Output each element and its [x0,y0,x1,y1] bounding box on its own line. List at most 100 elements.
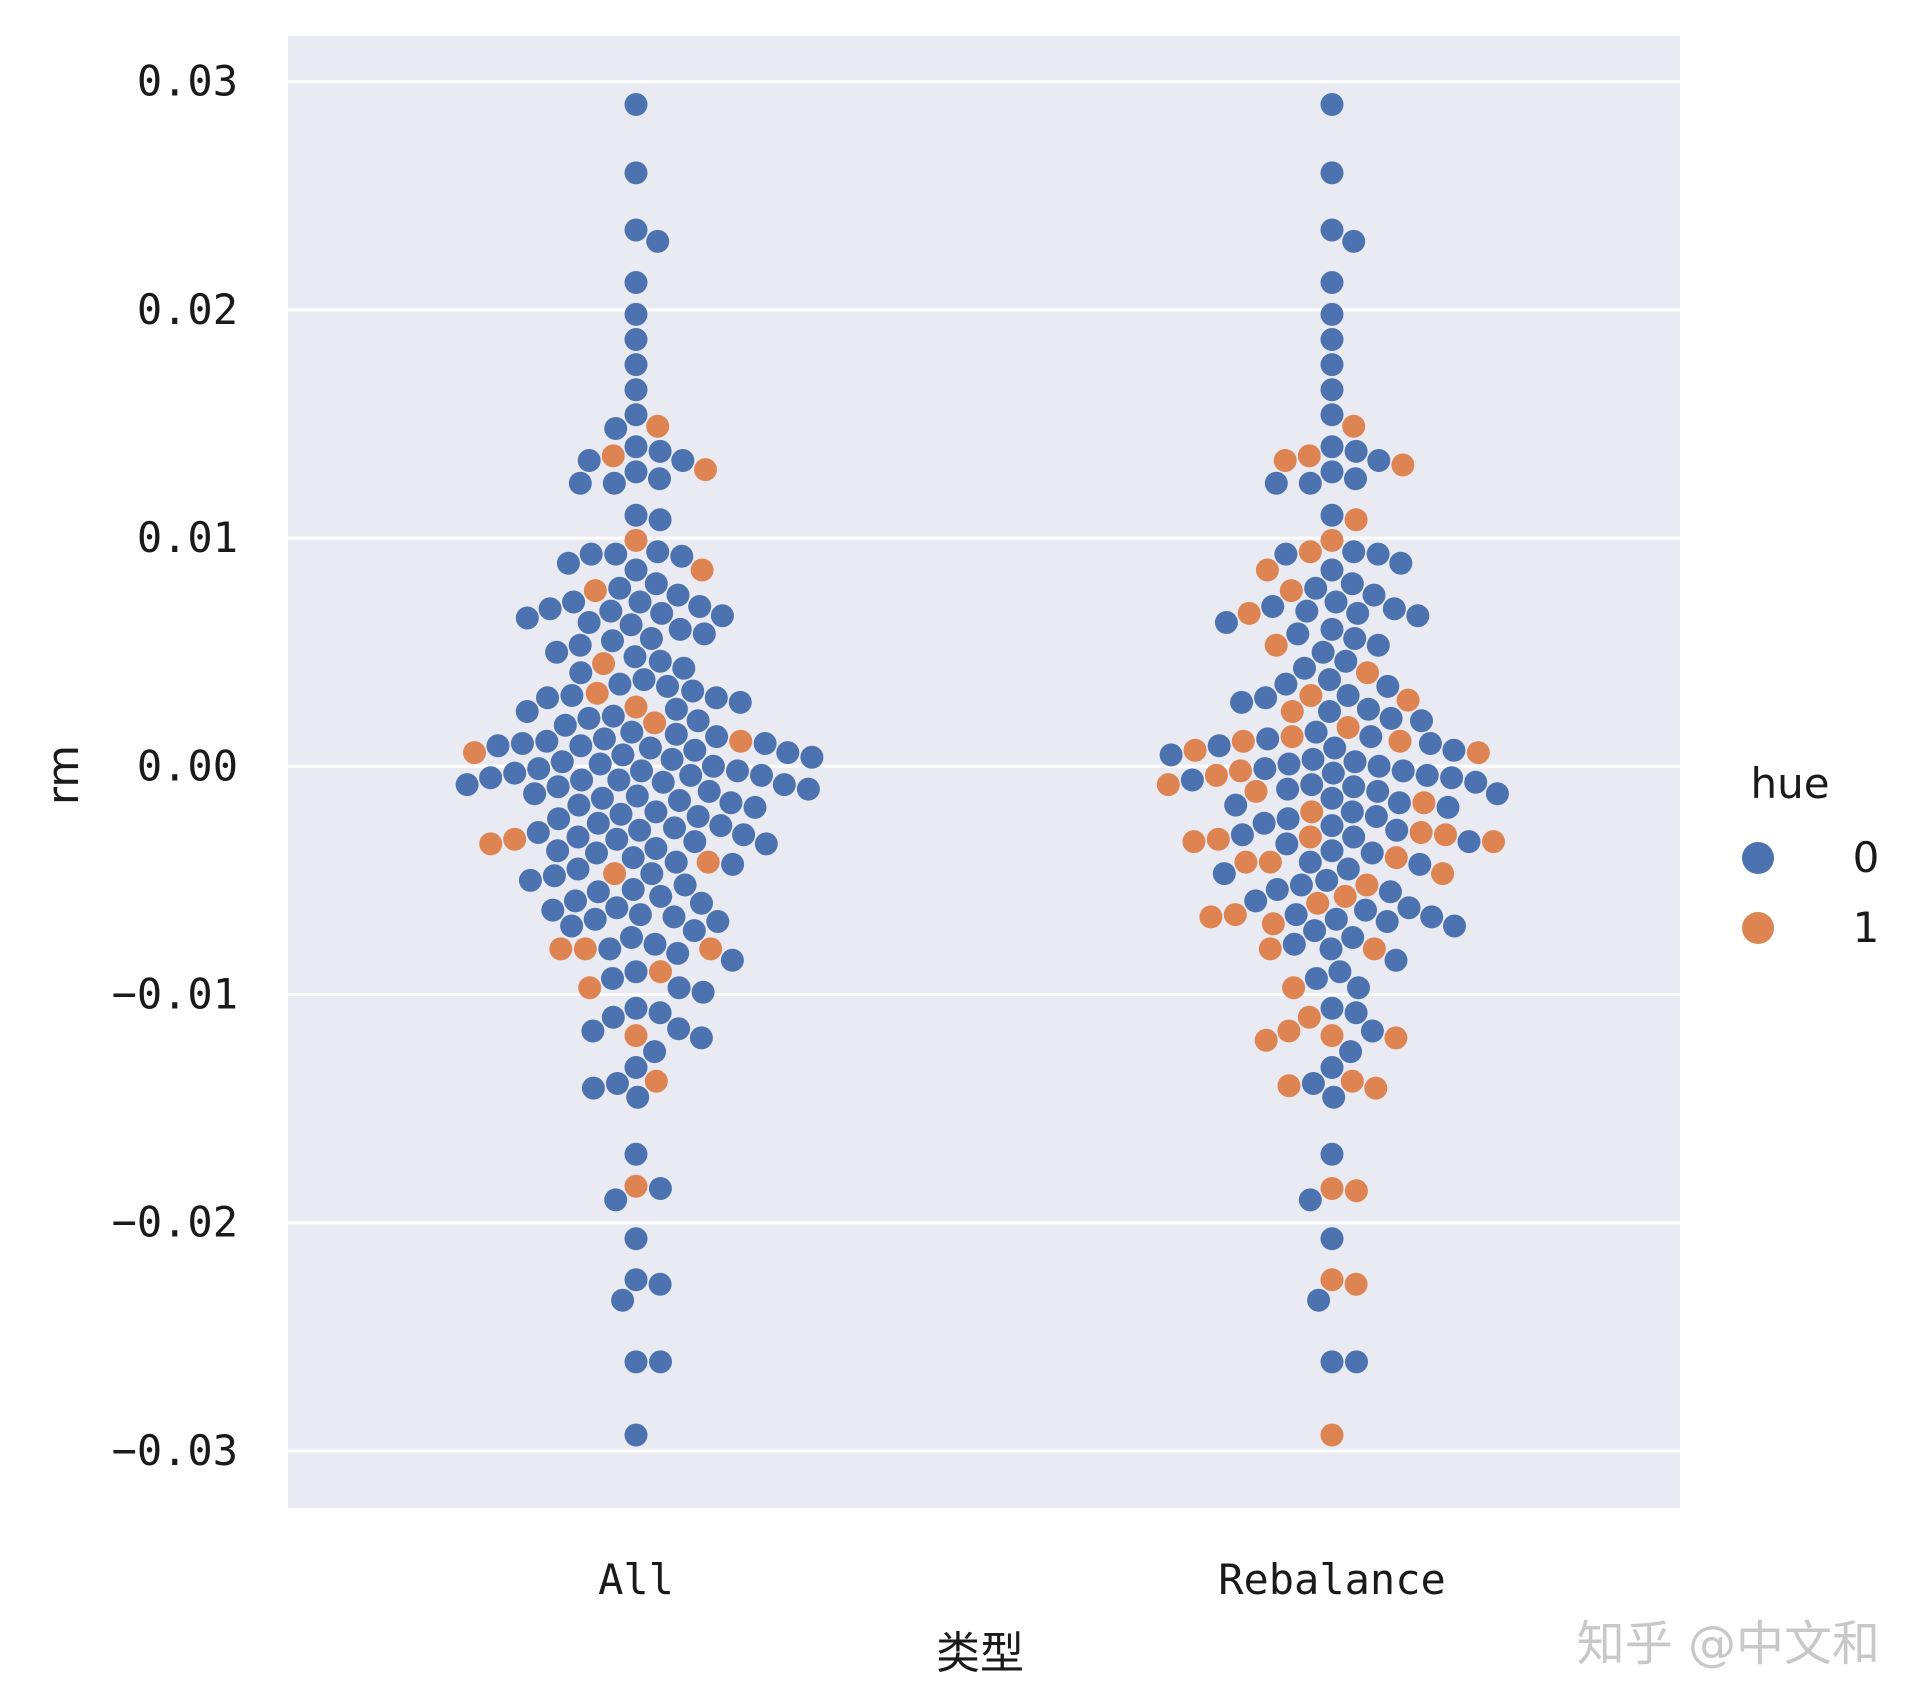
y-tick-label: −0.02 [112,1198,238,1247]
point-hue-0 [1397,896,1421,920]
point-hue-1 [1300,800,1324,824]
point-hue-1 [1244,779,1268,803]
point-hue-0 [624,353,648,377]
point-hue-1 [1280,725,1304,749]
point-hue-1 [1384,846,1408,870]
point-hue-0 [1408,852,1432,876]
point-hue-0 [588,752,612,776]
point-hue-0 [1356,697,1380,721]
point-hue-0 [553,713,577,737]
point-hue-0 [1230,690,1254,714]
point-hue-0 [1346,601,1370,625]
point-hue-0 [1304,967,1328,990]
point-hue-1 [1258,937,1282,961]
point-hue-0 [1457,830,1481,854]
point-hue-0 [624,558,648,582]
point-hue-0 [1214,611,1238,634]
point-hue-0 [649,1350,672,1374]
point-hue-0 [620,926,643,949]
point-hue-0 [515,700,539,723]
point-hue-1 [1388,729,1412,753]
point-hue-0 [686,709,710,733]
point-hue-0 [624,503,648,527]
point-hue-0 [1342,825,1366,849]
point-hue-0 [518,868,542,892]
point-hue-0 [535,729,559,753]
point-hue-0 [538,597,562,621]
point-hue-1 [1273,449,1297,472]
point-hue-0 [585,841,608,865]
point-hue-0 [602,471,626,495]
point-hue-0 [1320,460,1344,484]
point-hue-1 [1277,1074,1301,1098]
point-hue-1 [624,528,648,552]
point-hue-1 [643,711,667,735]
point-hue-0 [526,821,550,844]
point-hue-0 [624,271,648,294]
point-hue-0 [605,827,629,851]
point-hue-0 [1340,800,1364,824]
legend: hue 0 1 [1742,759,1879,952]
x-tick-label: Rebalance [1218,1555,1446,1604]
point-hue-1 [1277,1019,1301,1043]
point-hue-0 [1253,757,1277,781]
point-hue-1 [585,681,609,705]
point-hue-0 [721,852,745,876]
point-hue-0 [1485,782,1509,806]
point-hue-0 [523,782,547,806]
point-hue-0 [604,417,628,440]
point-hue-0 [692,622,716,646]
point-hue-0 [1320,996,1344,1020]
point-hue-0 [608,672,632,696]
point-hue-1 [479,832,503,856]
point-hue-0 [536,686,559,710]
point-hue-0 [624,1056,648,1079]
point-hue-0 [1320,93,1344,116]
point-hue-0 [545,640,569,664]
point-hue-0 [455,773,479,797]
point-hue-0 [569,734,593,758]
point-hue-1 [1229,759,1252,783]
point-hue-0 [599,599,623,623]
point-hue-0 [1391,759,1415,783]
point-hue-1 [1482,830,1505,854]
point-hue-0 [1341,926,1365,949]
point-hue-1 [1182,830,1206,854]
point-hue-0 [1230,823,1254,847]
point-hue-1 [1391,453,1415,477]
point-hue-0 [726,759,749,783]
point-hue-0 [626,1085,650,1109]
point-hue-0 [624,328,648,351]
point-hue-0 [663,816,686,840]
point-hue-1 [624,1024,648,1048]
point-hue-0 [619,613,643,637]
point-hue-0 [1315,868,1339,892]
point-hue-1 [729,729,753,753]
point-hue-0 [1366,542,1390,566]
point-hue-0 [1344,1001,1368,1025]
point-hue-0 [560,684,584,707]
point-hue-0 [605,896,629,920]
point-hue-0 [605,1072,629,1095]
point-hue-0 [1256,727,1280,751]
point-hue-0 [1321,761,1345,785]
point-hue-0 [611,743,635,767]
point-hue-0 [1320,161,1344,185]
legend-label-0: 0 [1853,833,1880,882]
point-hue-0 [1275,832,1299,856]
point-hue-1 [1206,827,1230,851]
legend-marker-1 [1742,912,1774,944]
point-hue-1 [1384,1026,1408,1050]
point-hue-0 [1319,937,1343,961]
point-hue-0 [701,754,725,778]
point-hue-0 [1277,752,1301,776]
y-tick-labels: 0.03 0.02 0.01 0.00 −0.01 −0.02 −0.03 [112,57,238,1475]
point-hue-0 [639,627,663,650]
point-hue-0 [688,595,712,618]
point-hue-0 [648,508,672,532]
point-hue-0 [1320,1350,1344,1374]
point-hue-0 [581,1019,605,1043]
point-hue-0 [1436,795,1460,819]
point-hue-0 [628,818,652,842]
point-hue-0 [621,878,645,901]
